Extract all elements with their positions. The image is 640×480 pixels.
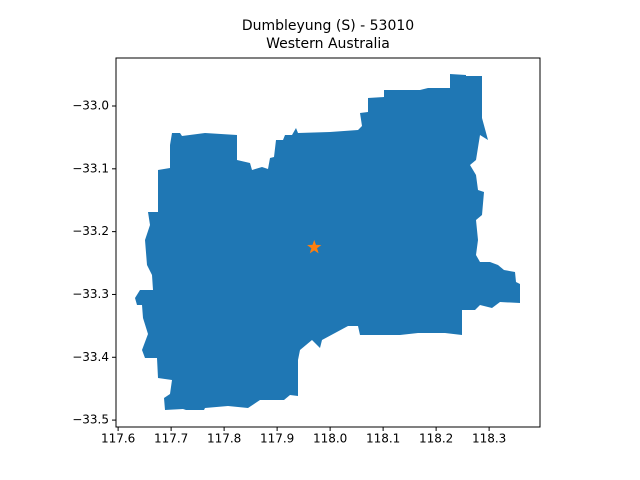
y-tick-label: −33.4	[72, 350, 109, 364]
y-tick-label: −33.0	[72, 98, 109, 112]
y-tick-label: −33.1	[72, 161, 109, 175]
y-tick-label: −33.2	[72, 224, 109, 238]
y-tick-label: −33.3	[72, 287, 109, 301]
x-tick-label: 117.8	[207, 432, 241, 446]
x-tick-label: 118.3	[472, 432, 506, 446]
x-tick-label: 117.9	[260, 432, 294, 446]
x-tick-label: 118.2	[419, 432, 453, 446]
map-subtitle: Western Australia	[266, 36, 390, 52]
region-polygon	[135, 74, 520, 410]
x-tick-label: 118.1	[366, 432, 400, 446]
point-marker	[307, 239, 322, 254]
x-tick-label: 117.6	[101, 432, 135, 446]
y-tick-label: −33.5	[72, 413, 109, 427]
axes-frame	[115, 57, 541, 428]
x-tick-label: 117.7	[154, 432, 188, 446]
map-title: Dumbleyung (S) - 53010	[242, 18, 414, 34]
x-tick-label: 118.0	[313, 432, 347, 446]
